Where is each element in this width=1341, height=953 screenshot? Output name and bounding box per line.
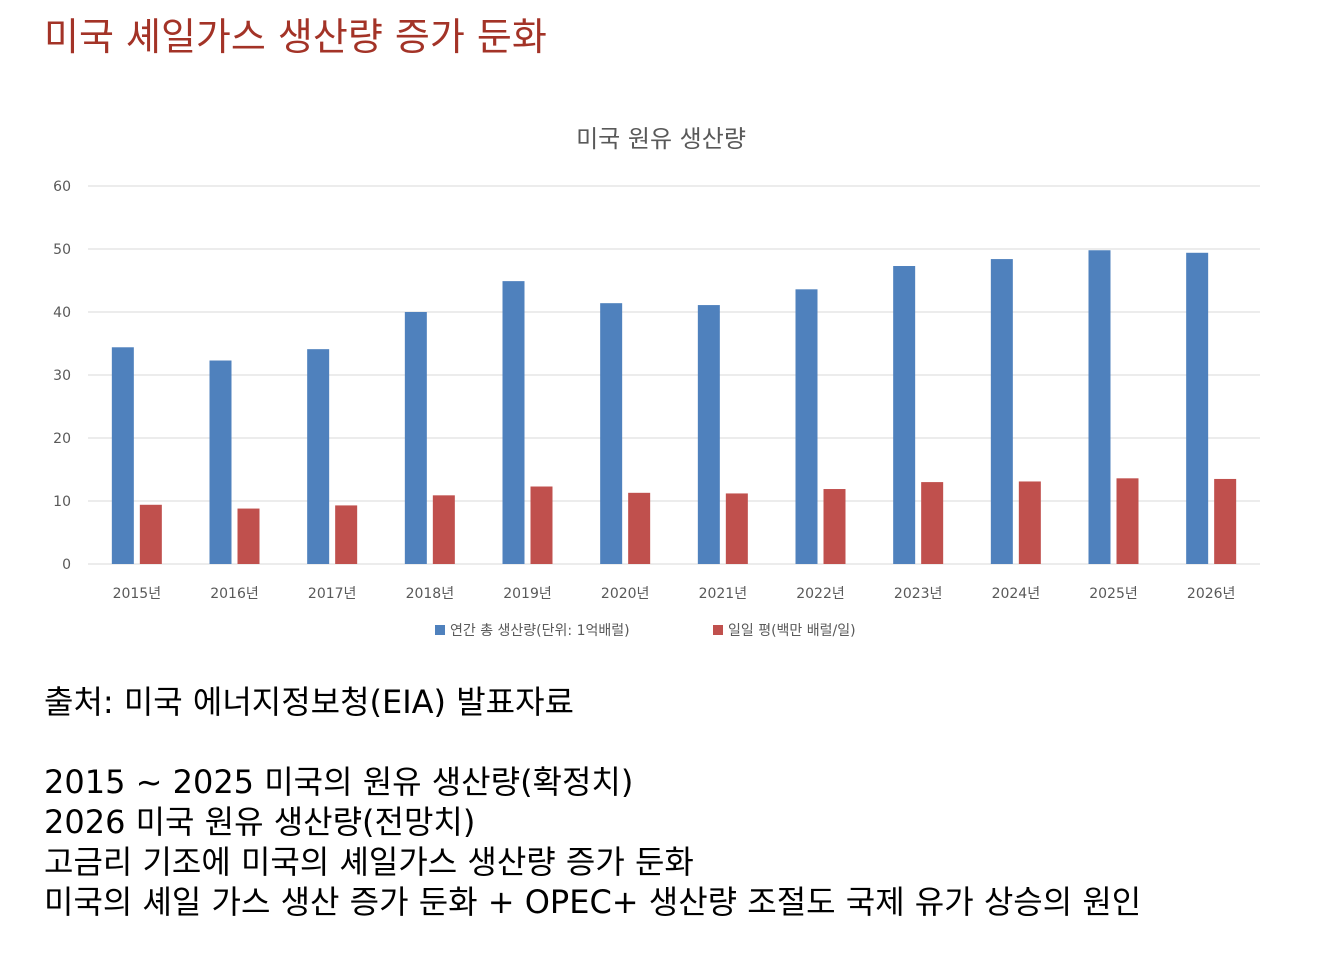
x-tick-label: 2017년 [308,586,357,602]
bar-series-1 [404,312,427,564]
y-tick-label: 0 [62,557,71,573]
bar-series-1 [795,289,818,564]
grid [88,185,1260,565]
bar-series-2 [139,504,162,564]
bar-series-2 [725,493,748,564]
bar-series-1 [1088,250,1111,564]
y-tick-label: 10 [53,494,71,510]
x-tick-label: 2024년 [992,586,1041,602]
bar-series-1 [600,303,623,564]
source-text: 출처: 미국 에너지정보청(EIA) 발표자료 [44,683,574,721]
bar-series-2 [921,482,944,564]
x-tick-label: 2016년 [210,586,259,602]
bar-series-1 [1186,252,1209,564]
legend-label: 일일 평(백만 배럴/일) [728,623,856,639]
legend-swatch [435,625,445,635]
bar-series-2 [530,486,553,564]
bar-series-1 [502,281,525,564]
bar-series-2 [1214,478,1237,564]
x-tick-label: 2026년 [1187,586,1236,602]
bar-series-2 [335,505,358,564]
x-tick-label: 2015년 [113,586,162,602]
x-axis: 2015년 2016년 2017년 2018년 2019년 2020년 2021년 2022년… [113,586,1236,602]
y-tick-label: 60 [53,179,71,195]
bar-series-2 [432,495,455,564]
bar-series-2 [1116,478,1139,564]
chart-container: 미국 원유 생산량 0 10 20 30 40 50 60 2015년 2016년 2017년 2… [0,100,1341,660]
legend-swatch [713,625,723,635]
x-tick-label: 2022년 [796,586,845,602]
x-tick-label: 2023년 [894,586,943,602]
legend: 연간 총 생산량(단위: 1억배럴) 일일 평(백만 배럴/일) [435,623,856,639]
note-line-2: 2026 미국 원유 생산량(전망치) [44,803,476,841]
y-tick-label: 30 [53,368,71,384]
bar-series-1 [990,259,1013,564]
x-tick-label: 2019년 [503,586,552,602]
y-tick-label: 50 [53,242,71,258]
y-tick-label: 20 [53,431,71,447]
spacer [44,722,1324,762]
bar-series-1 [307,349,330,564]
note-line-4: 미국의 셰일 가스 생산 증가 둔화 + OPEC+ 생산량 조절도 국제 유가… [44,883,1142,921]
bars [111,250,1237,564]
bar-series-2 [628,492,651,564]
bar-series-1 [697,305,720,564]
bar-series-1 [209,360,232,564]
bar-series-2 [1018,481,1041,564]
chart-title: 미국 원유 생산량 [576,125,746,153]
note-line-1: 2015 ~ 2025 미국의 원유 생산량(확정치) [44,763,634,801]
x-tick-label: 2021년 [699,586,748,602]
y-axis: 0 10 20 30 40 50 60 [53,179,71,573]
page-title: 미국 셰일가스 생산량 증가 둔화 [44,15,547,59]
bar-series-1 [111,347,134,564]
bar-series-2 [237,508,260,564]
bar-series-1 [893,266,916,564]
bar-series-2 [823,489,846,564]
x-tick-label: 2018년 [406,586,455,602]
x-tick-label: 2025년 [1089,586,1138,602]
notes: 출처: 미국 에너지정보청(EIA) 발표자료 2015 ~ 2025 미국의 … [44,682,1324,922]
x-tick-label: 2020년 [601,586,650,602]
legend-label: 연간 총 생산량(단위: 1억배럴) [450,623,630,639]
note-line-3: 고금리 기조에 미국의 셰일가스 생산량 증가 둔화 [44,843,694,881]
y-tick-label: 40 [53,305,71,321]
